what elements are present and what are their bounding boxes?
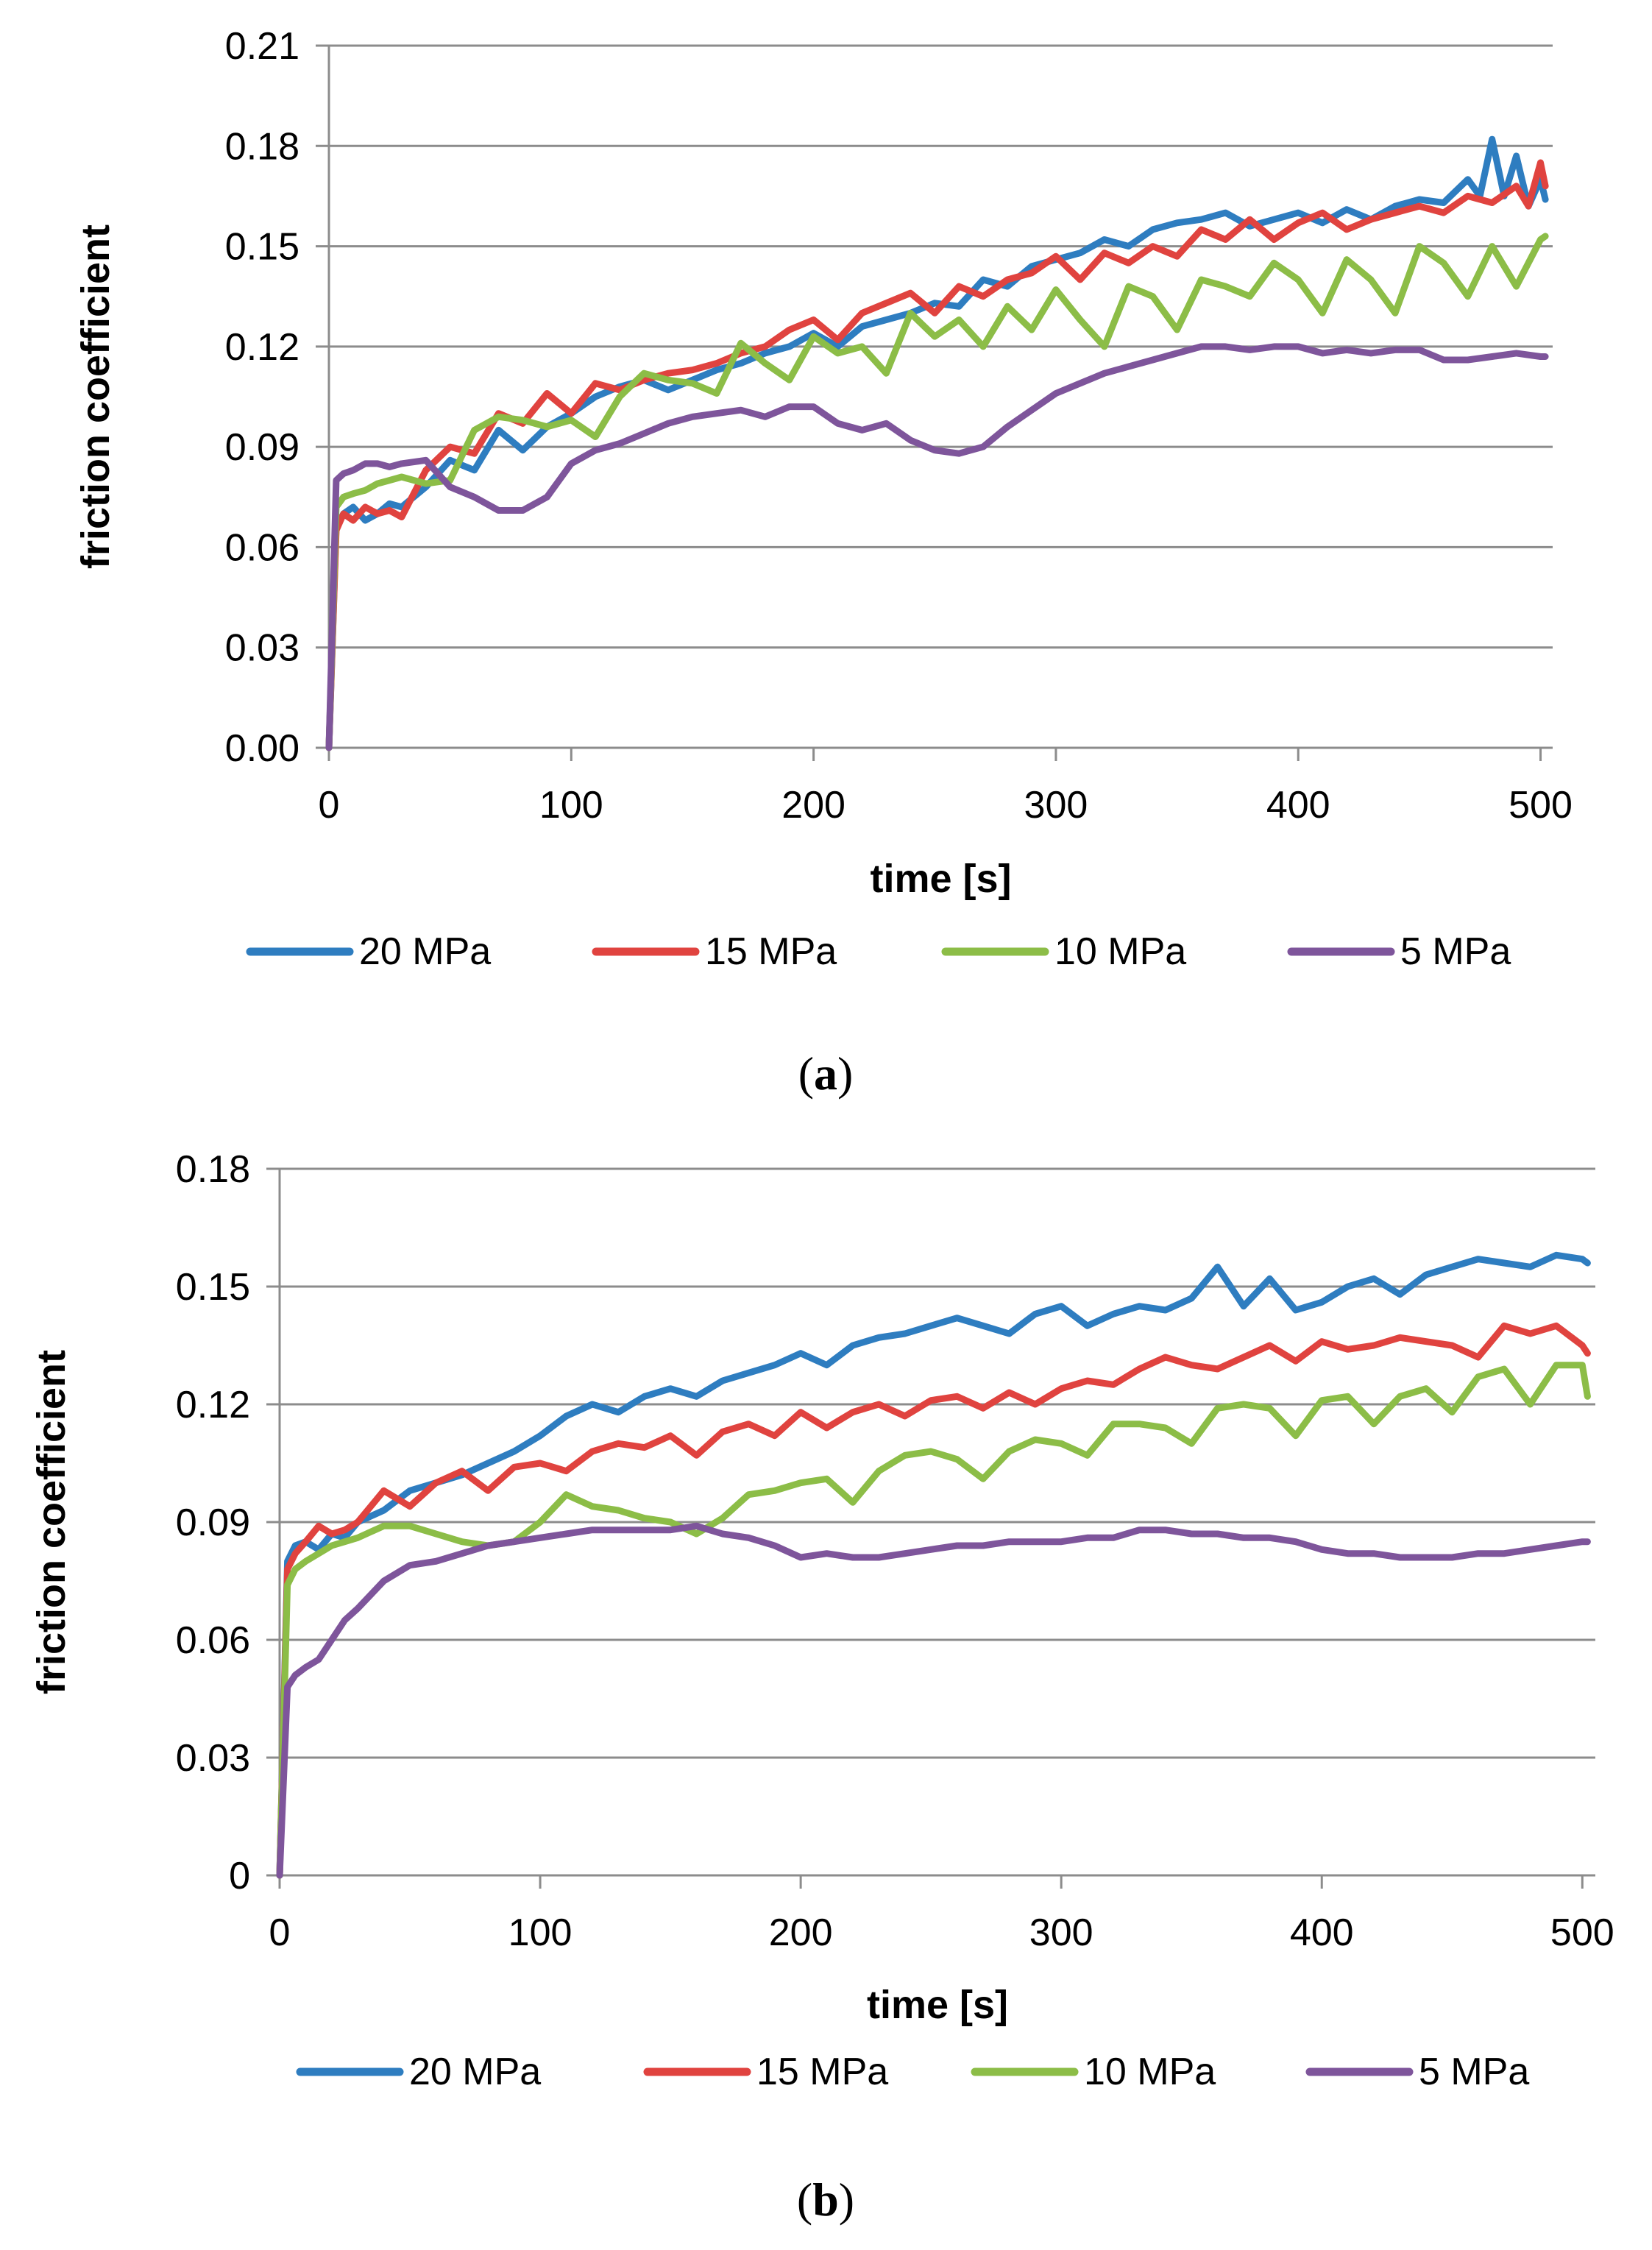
panel-label-letter: b: [812, 2173, 839, 2226]
panel-label: (b): [797, 2173, 854, 2226]
panel-label-open: (: [798, 1047, 814, 1100]
panel-label-close: ): [837, 1047, 853, 1100]
legend-label: 15 MPa: [756, 2051, 888, 2093]
y-tick-label: 0.18: [176, 1148, 250, 1191]
y-tick-label: 0.09: [225, 426, 299, 469]
x-tick-label: 100: [539, 784, 603, 827]
y-tick-label: 0.21: [225, 25, 299, 68]
x-tick-label: 200: [781, 784, 846, 827]
x-tick-label: 400: [1290, 1911, 1354, 1954]
x-tick-label: 0: [319, 784, 340, 827]
y-tick-label: 0: [229, 1855, 250, 1897]
legend-label: 10 MPa: [1084, 2051, 1216, 2093]
panel-label-letter: a: [814, 1047, 837, 1100]
legend: 20 MPa 15 MPa 10 MPa 5 MPa: [246, 930, 1511, 973]
x-tick-label: 200: [769, 1911, 833, 1954]
y-tick-label: 0.15: [225, 226, 299, 269]
x-tick-label: 300: [1029, 1911, 1093, 1954]
series-line-5-mpa: [276, 1522, 1591, 1879]
series-line-10-mpa: [325, 233, 1549, 751]
legend-label: 5 MPa: [1419, 2051, 1529, 2093]
x-tick-label: 500: [1550, 1911, 1614, 1954]
x-axis-title: time [s]: [867, 1983, 1008, 2027]
y-tick-label: 0.06: [225, 526, 299, 569]
series-line-5-mpa: [325, 343, 1549, 751]
y-tick-label: 0.12: [176, 1384, 250, 1426]
x-tick-label: 400: [1266, 784, 1330, 827]
chart-panel-a: 0.00 0.03 0.06 0.09 0.12 0.15 0.18 0.21 0 100 200 3…: [74, 25, 1573, 1100]
legend: 20 MPa 15 MPa 10 MPa 5 MPa: [296, 2051, 1529, 2093]
chart-panel-b: 0 0.03 0.06 0.09 0.12 0.15 0.18 0 100 200 300 400 50…: [29, 1148, 1614, 2226]
x-tick-label: 300: [1024, 784, 1088, 827]
x-axis-title: time [s]: [870, 857, 1011, 901]
x-tick-label: 0: [269, 1911, 291, 1954]
legend-label: 15 MPa: [705, 930, 837, 973]
y-tick-label: 0.15: [176, 1266, 250, 1309]
legend-label: 5 MPa: [1400, 930, 1511, 973]
y-tick-label: 0.00: [225, 727, 299, 770]
legend-label: 10 MPa: [1054, 930, 1186, 973]
panel-label-close: ): [839, 2173, 854, 2226]
panel-label: (a): [798, 1047, 854, 1100]
y-tick-label: 0.18: [225, 125, 299, 168]
series-line-20-mpa: [276, 1251, 1591, 1879]
y-tick-label: 0.06: [176, 1619, 250, 1662]
y-axis-title: friction coefficient: [29, 1350, 74, 1694]
y-tick-label: 0.03: [176, 1737, 250, 1780]
panel-label-open: (: [797, 2173, 812, 2226]
legend-label: 20 MPa: [359, 930, 491, 973]
series-line-10-mpa: [276, 1362, 1591, 1879]
legend-label: 20 MPa: [409, 2051, 541, 2093]
series-line-20-mpa: [325, 135, 1549, 751]
y-tick-label: 0.03: [225, 627, 299, 670]
series-line-15-mpa: [325, 159, 1549, 751]
y-axis-title: friction coefficient: [74, 224, 118, 569]
y-tick-label: 0.09: [176, 1501, 250, 1544]
series-line-15-mpa: [276, 1322, 1591, 1879]
x-tick-label: 100: [508, 1911, 572, 1954]
y-tick-label: 0.12: [225, 326, 299, 369]
x-tick-label: 500: [1509, 784, 1573, 827]
